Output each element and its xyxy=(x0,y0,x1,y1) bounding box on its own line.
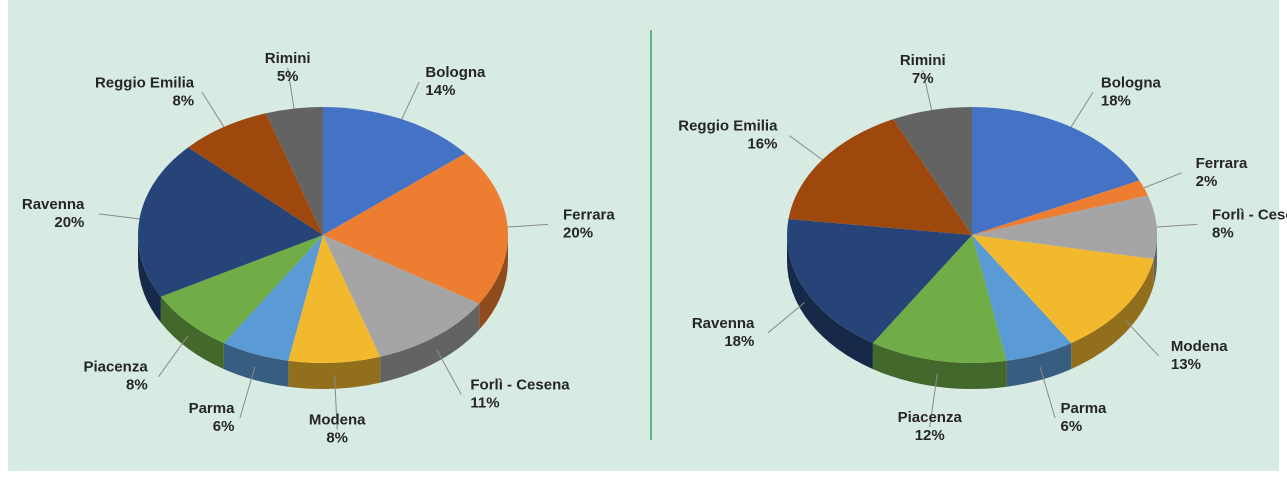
slice-value-label: 2% xyxy=(1196,173,1218,190)
pie-slice xyxy=(138,147,323,297)
slice-label: Modena xyxy=(309,412,366,429)
leader-line xyxy=(401,81,420,120)
slice-label: Parma xyxy=(189,400,236,417)
slice-value-label: 6% xyxy=(213,418,235,435)
slice-label: Parma xyxy=(1061,400,1108,417)
pie-side xyxy=(872,343,1007,389)
pie-slice xyxy=(972,235,1072,361)
leader-line xyxy=(1156,223,1198,228)
leader-line xyxy=(1070,92,1094,128)
leader-line xyxy=(507,223,549,228)
leader-line xyxy=(1039,366,1056,419)
pie-slice xyxy=(323,107,466,235)
leader-line xyxy=(334,375,338,430)
pie-slice xyxy=(972,107,1140,235)
leader-line xyxy=(435,348,462,395)
slice-value-label: 5% xyxy=(277,68,299,85)
pie-side xyxy=(479,235,508,330)
slice-value-label: 8% xyxy=(1212,224,1234,241)
slice-value-label: 16% xyxy=(747,136,777,153)
pie-side xyxy=(1153,235,1157,285)
slice-label: Rimini xyxy=(900,52,946,69)
pie-slice xyxy=(323,153,508,304)
pie-slice xyxy=(160,235,323,344)
slice-value-label: 18% xyxy=(1101,92,1131,109)
pie-slice xyxy=(788,119,972,235)
pie-slice xyxy=(972,180,1148,235)
pie-slice xyxy=(188,113,323,235)
slice-label: Forlì - Cesena xyxy=(470,376,570,393)
pie-side xyxy=(160,296,224,370)
leader-line xyxy=(1143,172,1183,189)
slice-label: Modena xyxy=(1171,338,1228,355)
slice-label: Reggio Emilia xyxy=(678,118,778,135)
pie-side xyxy=(223,343,289,387)
leader-line xyxy=(922,70,933,111)
pie-slice xyxy=(893,107,972,235)
leader-line xyxy=(1124,319,1160,357)
slice-label: Piacenza xyxy=(898,409,963,426)
slice-value-label: 8% xyxy=(126,377,148,394)
slice-value-label: 13% xyxy=(1171,356,1201,373)
pie-side xyxy=(1006,343,1072,387)
leader-line xyxy=(789,135,823,161)
slice-value-label: 6% xyxy=(1061,418,1083,435)
slice-value-label: 18% xyxy=(724,333,754,350)
slice-value-label: 7% xyxy=(912,70,934,87)
slice-label: Ravenna xyxy=(692,315,755,332)
slice-value-label: 20% xyxy=(563,224,593,241)
pie-slice xyxy=(265,107,323,235)
pie-side xyxy=(380,303,480,383)
slice-label: Piacenza xyxy=(83,359,148,376)
slice-label: Reggio Emilia xyxy=(95,74,195,91)
pie-side xyxy=(787,235,873,370)
leader-line xyxy=(287,68,295,109)
leader-line xyxy=(99,213,140,220)
pie-slice xyxy=(972,195,1157,259)
slice-label: Ferrara xyxy=(1196,155,1248,172)
pie-slice xyxy=(787,218,972,344)
slice-label: Bologna xyxy=(1101,74,1162,91)
leader-line xyxy=(239,366,256,419)
slice-value-label: 8% xyxy=(172,92,194,109)
slice-label: Rimini xyxy=(265,50,311,67)
pie-side xyxy=(1071,258,1154,370)
slice-value-label: 8% xyxy=(326,430,348,447)
slice-value-label: 11% xyxy=(470,394,499,411)
slice-label: Bologna xyxy=(425,64,486,81)
pie-slice xyxy=(872,235,1007,363)
slice-value-label: 14% xyxy=(425,82,455,99)
slice-value-label: 20% xyxy=(54,214,84,231)
pie-slice xyxy=(972,235,1154,344)
slice-label: Ferrara xyxy=(563,206,615,223)
pie-slice xyxy=(288,235,381,363)
pie-side xyxy=(138,235,161,323)
leader-line xyxy=(767,302,805,334)
leader-line xyxy=(929,373,938,428)
leader-line xyxy=(158,335,189,377)
slice-label: Forlì - Cesena xyxy=(1212,206,1287,223)
leader-line xyxy=(201,92,225,128)
slice-value-label: 12% xyxy=(915,427,945,444)
pie-side xyxy=(288,356,381,389)
pie-slice xyxy=(323,235,480,357)
slice-label: Ravenna xyxy=(22,196,85,213)
pie-slice xyxy=(223,235,323,361)
